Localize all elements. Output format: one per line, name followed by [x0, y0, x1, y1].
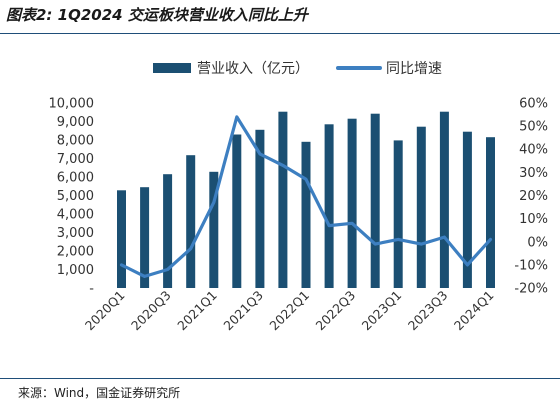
- y-left-tick-label: 6,000: [57, 171, 94, 186]
- bar: [209, 171, 219, 288]
- y-right-tick-label: 10%: [519, 212, 548, 227]
- bar: [347, 118, 357, 288]
- legend-line-label: 同比增速: [386, 61, 442, 77]
- line-point: [258, 152, 262, 156]
- bar: [117, 190, 126, 288]
- y-right-tick-label: 60%: [519, 97, 548, 112]
- bar: [140, 187, 150, 288]
- y-right-axis: -20% -10% 0% 10% 20% 30% 40% 50% 60%: [514, 97, 548, 297]
- x-tick-label: 2023Q3: [405, 288, 451, 334]
- bar: [186, 155, 196, 288]
- y-left-tick-label: 2,000: [57, 245, 94, 260]
- line-point: [489, 238, 492, 241]
- bar: [462, 131, 472, 288]
- y-right-tick-label: 0%: [527, 235, 548, 250]
- line-point: [281, 164, 285, 167]
- bar: [439, 111, 449, 288]
- line-point: [212, 201, 215, 204]
- y-right-tick-label: 50%: [519, 120, 548, 135]
- legend-bar-swatch: [153, 63, 191, 73]
- y-left-tick-label: 3,000: [57, 226, 94, 241]
- y-left-tick-label: 7,000: [57, 152, 94, 167]
- x-tick-label: 2024Q1: [451, 288, 497, 334]
- bar: [416, 126, 426, 288]
- bar: [278, 111, 288, 288]
- y-left-tick-label: 4,000: [57, 208, 94, 223]
- line-point: [443, 235, 446, 239]
- bar-series: [117, 111, 495, 288]
- bottom-rule: [0, 378, 560, 379]
- bar: [301, 141, 311, 288]
- y-right-tick-label: 30%: [519, 166, 548, 181]
- top-rule: [0, 33, 560, 34]
- line-point: [397, 238, 400, 241]
- line-point: [350, 222, 354, 225]
- bar: [163, 174, 173, 288]
- x-tick-label: 2020Q3: [128, 288, 174, 334]
- line-series: [119, 115, 493, 278]
- source-note: 来源：Wind，国金证券研究所: [18, 386, 181, 400]
- x-axis: 2020Q1 2020Q3 2021Q1 2021Q3 2022Q1 2022Q3 2023…: [82, 288, 497, 334]
- y-left-tick-label: 9,000: [57, 115, 94, 130]
- line-point: [420, 242, 423, 246]
- y-right-tick-label: -20%: [514, 282, 548, 297]
- line-point: [374, 242, 377, 246]
- y-left-tick-label: -: [89, 282, 94, 297]
- bar: [255, 129, 265, 288]
- bar: [324, 124, 334, 288]
- y-right-tick-label: -10%: [514, 258, 548, 273]
- line-point: [466, 263, 469, 267]
- line-point: [143, 275, 146, 278]
- bar: [486, 137, 495, 288]
- y-left-tick-label: 5,000: [57, 189, 94, 204]
- line-point: [166, 268, 169, 271]
- line-point: [120, 263, 123, 267]
- line-point: [235, 115, 238, 119]
- x-tick-label: 2023Q1: [359, 288, 405, 334]
- line-point: [189, 247, 192, 250]
- y-left-tick-label: 1,000: [57, 263, 94, 278]
- line-point: [327, 224, 331, 227]
- bar: [370, 113, 380, 288]
- legend-bar-label: 营业收入（亿元）: [197, 61, 309, 77]
- legend: 营业收入（亿元） 同比增速: [153, 61, 442, 77]
- y-left-axis: - 1,000 2,000 3,000 4,000 5,000 6,000 7,000 8,00…: [49, 97, 95, 297]
- x-tick-label: 2022Q1: [266, 288, 312, 334]
- bar: [393, 140, 403, 288]
- x-tick-label: 2021Q3: [220, 288, 266, 334]
- line-point: [304, 178, 308, 181]
- x-tick-label: 2021Q1: [174, 288, 220, 334]
- y-left-tick-label: 8,000: [57, 134, 94, 149]
- bar: [232, 134, 242, 288]
- y-left-tick-label: 10,000: [49, 97, 95, 112]
- y-right-tick-label: 40%: [519, 143, 548, 158]
- x-tick-label: 2022Q3: [313, 288, 359, 334]
- figure-title: 图表2: 1Q2024 交运板块营业收入同比上升: [6, 6, 308, 24]
- y-right-tick-label: 20%: [519, 189, 548, 204]
